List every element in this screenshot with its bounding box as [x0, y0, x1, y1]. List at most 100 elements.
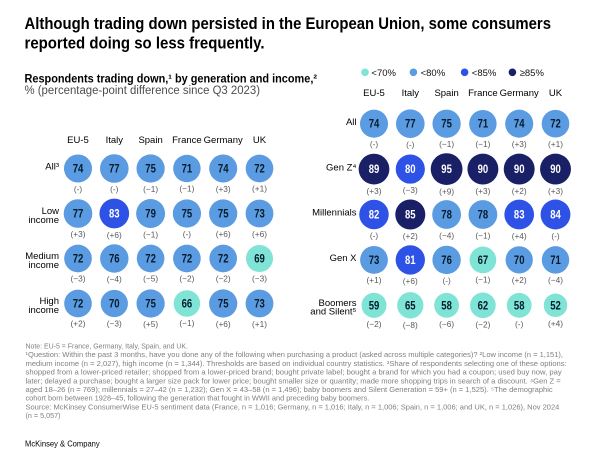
svg-text:(−1): (−1) [179, 184, 194, 194]
svg-text:Medium: Medium [25, 251, 59, 262]
svg-text:76: 76 [109, 253, 120, 266]
svg-text:EU-5: EU-5 [67, 135, 89, 146]
svg-text:81: 81 [405, 254, 416, 267]
svg-text:income: income [28, 260, 59, 271]
svg-text:Millennials: Millennials [312, 208, 357, 219]
svg-text:UK: UK [549, 88, 563, 99]
svg-text:72: 72 [73, 298, 84, 311]
svg-text:79: 79 [145, 208, 156, 221]
svg-text:58: 58 [514, 299, 525, 312]
svg-text:74: 74 [218, 163, 229, 176]
svg-text:Gen X: Gen X [330, 253, 358, 264]
svg-text:(−1): (−1) [475, 230, 490, 240]
svg-text:(+3): (+3) [71, 229, 86, 239]
svg-text:(+1): (+1) [252, 184, 267, 194]
svg-text:(−2): (−2) [216, 274, 231, 284]
svg-text:(-): (-) [406, 139, 415, 149]
svg-text:77: 77 [73, 208, 84, 221]
svg-text:73: 73 [254, 298, 265, 311]
svg-text:(−2): (−2) [475, 320, 490, 330]
svg-text:Respondents trading down,¹ by: Respondents trading down,¹ by generation… [25, 74, 318, 86]
svg-text:(-): (-) [551, 231, 560, 241]
svg-text:(−2): (−2) [179, 274, 194, 284]
svg-text:74: 74 [514, 118, 525, 131]
svg-text:71: 71 [550, 254, 561, 267]
svg-text:75: 75 [182, 208, 193, 221]
svg-text:(−3): (−3) [403, 185, 418, 195]
svg-text:(+3): (+3) [216, 184, 231, 194]
svg-text:(-): (-) [110, 184, 119, 194]
svg-text:(−1): (−1) [179, 318, 194, 328]
svg-text:71: 71 [478, 118, 489, 131]
svg-text:Spain: Spain [434, 88, 458, 99]
svg-text:58: 58 [441, 299, 452, 312]
svg-text:69: 69 [254, 253, 265, 266]
svg-text:(−2): (−2) [367, 319, 382, 329]
svg-text:(−4): (−4) [439, 230, 454, 240]
svg-text:89: 89 [369, 163, 380, 176]
svg-text:Source: McKinsey ConsumerWise: Source: McKinsey ConsumerWise EU-5 senti… [26, 402, 560, 411]
svg-text:(+6): (+6) [252, 229, 267, 239]
svg-text:(+6): (+6) [216, 319, 231, 329]
svg-text:(+5): (+5) [143, 319, 158, 329]
svg-text:82: 82 [369, 209, 380, 222]
svg-text:and Silent⁵: and Silent⁵ [310, 307, 356, 318]
svg-text:(n = 5,057): (n = 5,057) [26, 411, 61, 420]
svg-text:90: 90 [478, 163, 489, 176]
svg-text:cohort born between 1928–45, f: cohort born between 1928–45, following t… [26, 394, 370, 403]
svg-text:<70%: <70% [371, 68, 396, 79]
svg-text:(+2): (+2) [512, 275, 527, 285]
svg-text:71: 71 [182, 163, 193, 176]
svg-text:72: 72 [550, 118, 561, 131]
svg-text:62: 62 [478, 299, 489, 312]
svg-text:75: 75 [218, 298, 229, 311]
svg-text:(-): (-) [370, 231, 379, 241]
svg-text:income: income [28, 305, 59, 316]
svg-text:(−4): (−4) [107, 274, 122, 284]
svg-text:(−1): (−1) [475, 275, 490, 285]
svg-text:73: 73 [254, 208, 265, 221]
svg-text:65: 65 [405, 299, 416, 312]
svg-text:EU-5: EU-5 [363, 88, 385, 99]
svg-text:78: 78 [478, 209, 489, 222]
svg-text:74: 74 [73, 163, 84, 176]
svg-text:McKinsey & Company: McKinsey & Company [25, 439, 100, 449]
svg-text:70: 70 [514, 254, 525, 267]
svg-text:≥85%: ≥85% [520, 68, 545, 79]
svg-text:Low: Low [42, 206, 60, 217]
svg-text:(+2): (+2) [512, 186, 527, 196]
svg-text:(+3): (+3) [548, 186, 563, 196]
svg-text:Although trading down persiste: Although trading down persisted in the E… [25, 14, 552, 33]
svg-text:(−1): (−1) [475, 139, 490, 149]
svg-text:(−4): (−4) [548, 275, 563, 285]
svg-text:52: 52 [550, 299, 561, 312]
svg-text:83: 83 [109, 208, 120, 221]
svg-text:(−1): (−1) [143, 184, 158, 194]
svg-text:(+2): (+2) [403, 231, 418, 241]
svg-text:(+6): (+6) [216, 229, 231, 239]
svg-text:75: 75 [218, 208, 229, 221]
svg-text:72: 72 [254, 163, 265, 176]
svg-text:70: 70 [109, 298, 120, 311]
svg-text:72: 72 [182, 253, 193, 266]
svg-text:90: 90 [514, 163, 525, 176]
svg-text:59: 59 [369, 299, 380, 312]
svg-text:(−8): (−8) [403, 320, 418, 330]
svg-text:Germany: Germany [500, 88, 539, 99]
svg-text:(+3): (+3) [475, 186, 490, 196]
svg-text:(+9): (+9) [439, 186, 454, 196]
svg-text:% (percentage-point difference: % (percentage-point difference since Q3 … [25, 85, 261, 97]
svg-text:78: 78 [441, 209, 452, 222]
svg-text:(+4): (+4) [548, 319, 563, 329]
svg-text:72: 72 [218, 253, 229, 266]
svg-text:80: 80 [405, 163, 416, 176]
svg-text:UK: UK [253, 135, 267, 146]
svg-text:(+2): (+2) [71, 319, 86, 329]
svg-text:Gen Z⁴: Gen Z⁴ [326, 162, 356, 173]
svg-text:Germany: Germany [204, 135, 243, 146]
svg-text:(+3): (+3) [367, 186, 382, 196]
svg-text:75: 75 [145, 163, 156, 176]
svg-text:85: 85 [405, 209, 416, 222]
svg-text:(−1): (−1) [439, 139, 454, 149]
svg-text:(+6): (+6) [403, 276, 418, 286]
